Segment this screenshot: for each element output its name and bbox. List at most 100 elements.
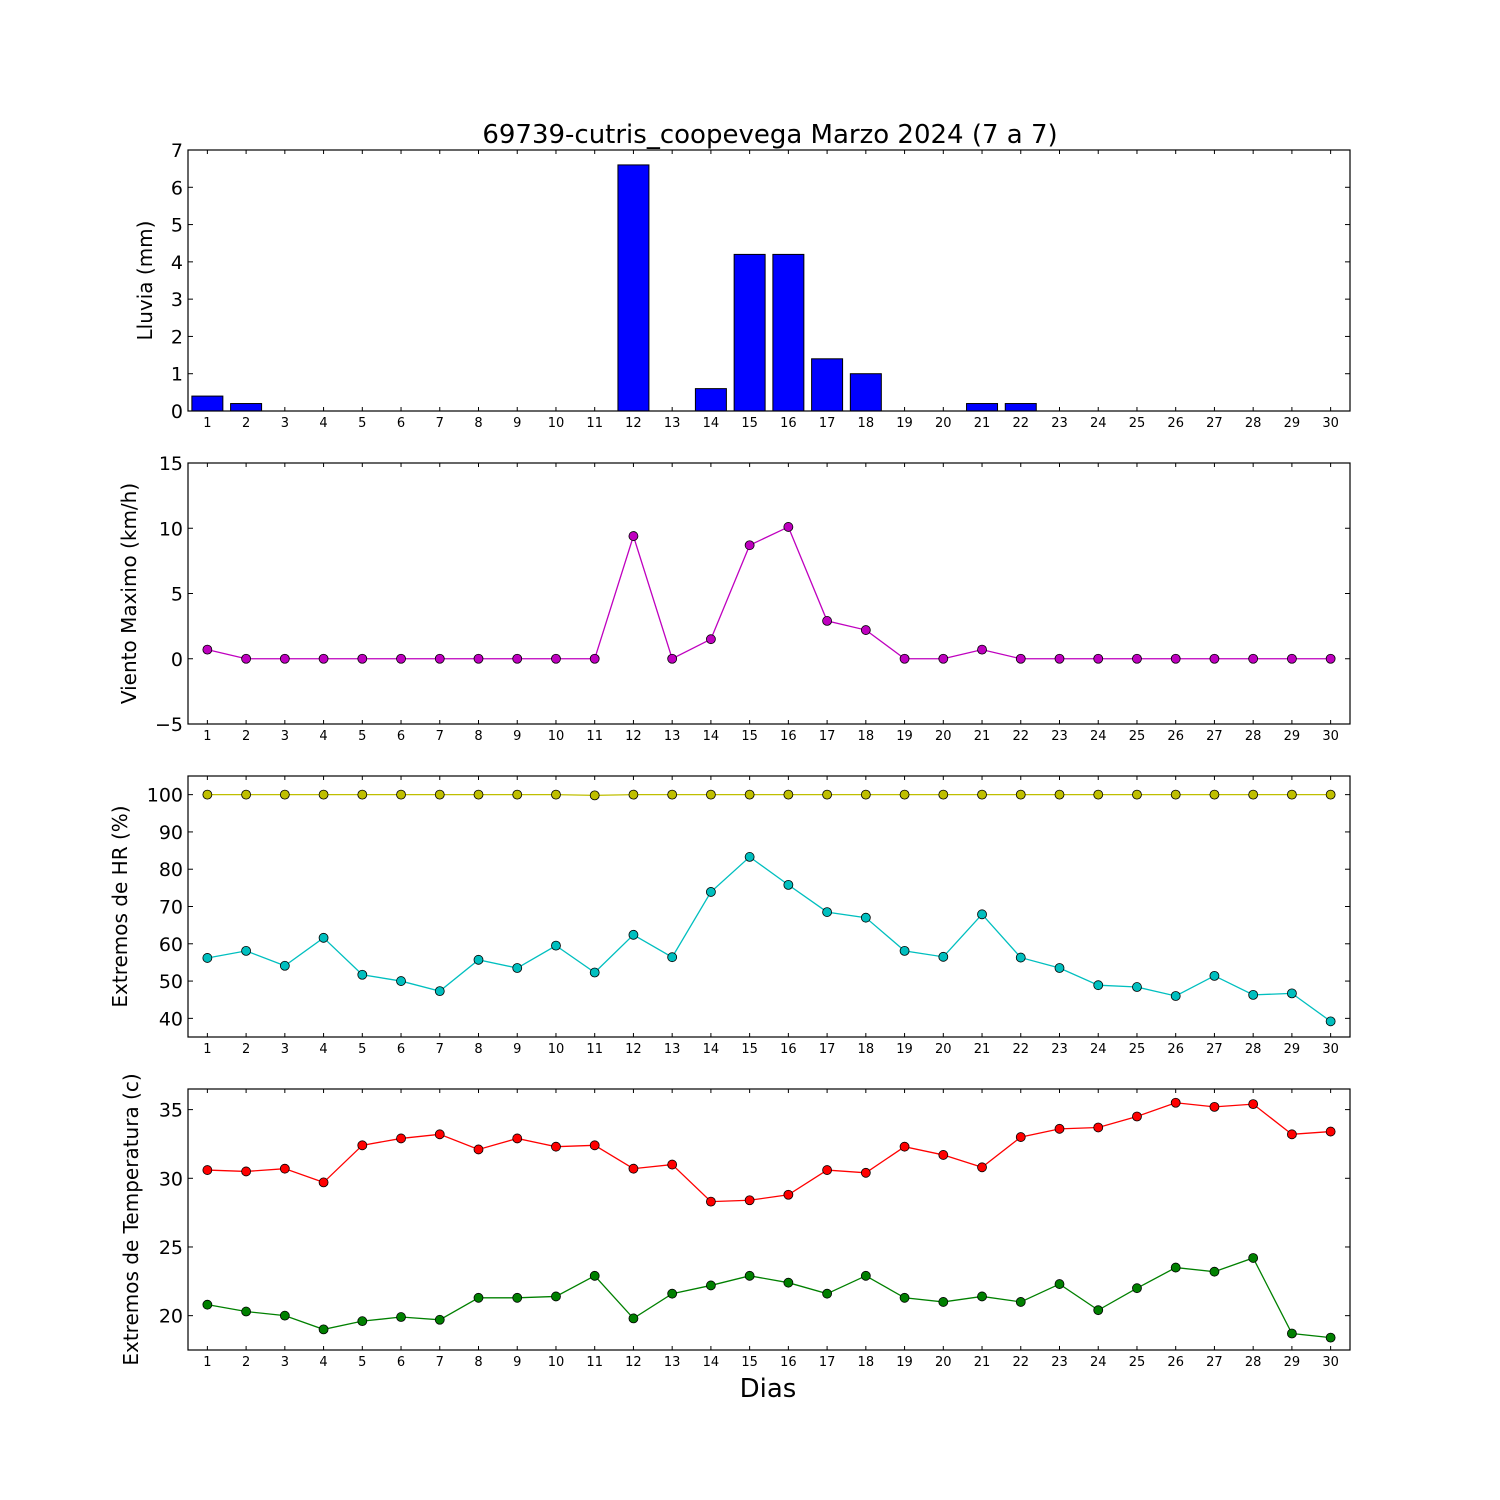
x-tick-label: 28 bbox=[1245, 1355, 1262, 1370]
data-point bbox=[1287, 653, 1297, 664]
x-tick-label: 22 bbox=[1012, 729, 1029, 744]
data-point bbox=[860, 1270, 871, 1281]
data-point bbox=[977, 909, 987, 920]
x-tick-label: 9 bbox=[513, 416, 521, 431]
data-point bbox=[512, 963, 523, 973]
x-tick-label: 13 bbox=[664, 1042, 681, 1057]
data-point bbox=[744, 1195, 755, 1206]
rain-bar bbox=[230, 403, 263, 412]
y-tick-label: 30 bbox=[159, 1168, 183, 1190]
data-point bbox=[279, 1163, 290, 1174]
x-tick-label: 23 bbox=[1051, 729, 1068, 744]
data-point bbox=[899, 1141, 910, 1152]
data-point bbox=[434, 789, 445, 800]
x-tick-label: 10 bbox=[548, 416, 565, 431]
x-tick-label: 23 bbox=[1051, 1042, 1068, 1057]
series-line-1 bbox=[207, 793, 1331, 797]
x-tick-label: 1 bbox=[203, 1042, 211, 1057]
data-point bbox=[1093, 789, 1104, 800]
x-tick-label: 8 bbox=[474, 1042, 482, 1057]
data-point bbox=[473, 954, 484, 965]
data-point bbox=[1132, 982, 1142, 992]
x-tick-label: 5 bbox=[358, 1042, 366, 1057]
y-tick-label: 2 bbox=[171, 326, 183, 348]
x-tick-label: 28 bbox=[1245, 416, 1262, 431]
y-tick-label: 6 bbox=[171, 177, 183, 199]
data-point bbox=[1170, 789, 1181, 800]
x-tick-label: 13 bbox=[664, 729, 681, 744]
rain-bar bbox=[966, 403, 999, 412]
x-tick-label: 18 bbox=[858, 1042, 875, 1057]
x-tick-label: 21 bbox=[974, 1042, 991, 1057]
x-tick-label: 4 bbox=[319, 1042, 327, 1057]
x-tick-label: 26 bbox=[1167, 416, 1184, 431]
data-point bbox=[551, 789, 561, 800]
y-tick-label: 60 bbox=[159, 934, 183, 956]
data-point bbox=[938, 789, 949, 800]
x-tick-label: 2 bbox=[242, 1042, 250, 1057]
x-tick-label: 6 bbox=[397, 729, 405, 744]
x-tick-label: 21 bbox=[974, 416, 991, 431]
data-point bbox=[899, 653, 910, 664]
data-point bbox=[202, 953, 213, 963]
rain-bar bbox=[1004, 403, 1037, 412]
plot-frame bbox=[187, 462, 1351, 725]
plot-frame bbox=[187, 149, 1351, 412]
x-tick-label: 27 bbox=[1206, 729, 1223, 744]
x-tick-label: 19 bbox=[896, 1355, 913, 1370]
data-point bbox=[1015, 1132, 1026, 1142]
x-axis-label: Dias bbox=[740, 1374, 797, 1404]
x-tick-label: 12 bbox=[625, 729, 642, 744]
data-point bbox=[551, 653, 561, 664]
x-tick-label: 7 bbox=[436, 729, 444, 744]
x-tick-label: 16 bbox=[780, 1042, 797, 1057]
x-tick-label: 25 bbox=[1129, 416, 1146, 431]
y-tick-label: 10 bbox=[159, 518, 183, 540]
data-point bbox=[241, 945, 252, 956]
x-tick-label: 22 bbox=[1012, 1355, 1029, 1370]
x-tick-label: 7 bbox=[436, 1355, 444, 1370]
x-tick-label: 18 bbox=[858, 729, 875, 744]
data-point bbox=[318, 789, 329, 800]
x-tick-label: 27 bbox=[1206, 1355, 1223, 1370]
data-point bbox=[667, 952, 678, 963]
data-point bbox=[1248, 989, 1259, 1000]
x-tick-label: 14 bbox=[703, 1355, 720, 1370]
x-tick-label: 13 bbox=[664, 416, 681, 431]
series-line-2 bbox=[207, 1257, 1331, 1339]
data-point bbox=[938, 653, 949, 664]
x-tick-label: 30 bbox=[1322, 1355, 1339, 1370]
x-tick-label: 6 bbox=[397, 1042, 405, 1057]
data-point bbox=[589, 653, 600, 664]
x-tick-label: 22 bbox=[1012, 1042, 1029, 1057]
y-tick-label: 1 bbox=[171, 364, 183, 386]
data-point bbox=[357, 789, 368, 800]
data-point bbox=[860, 1167, 871, 1178]
data-point bbox=[667, 1159, 678, 1170]
data-point bbox=[512, 789, 523, 800]
x-tick-label: 20 bbox=[935, 416, 952, 431]
data-point bbox=[628, 929, 639, 940]
chart-title: 69739-cutris_coopevega Marzo 2024 (7 a 7… bbox=[482, 120, 1057, 150]
data-point bbox=[1093, 653, 1104, 664]
x-tick-label: 15 bbox=[741, 1355, 758, 1370]
data-point bbox=[1248, 653, 1259, 664]
x-tick-label: 25 bbox=[1129, 729, 1146, 744]
data-point bbox=[977, 1291, 987, 1302]
data-point bbox=[1132, 1283, 1142, 1294]
data-point bbox=[1170, 653, 1181, 664]
rain-bar bbox=[811, 358, 844, 412]
y-tick-label: 5 bbox=[171, 215, 183, 237]
x-tick-label: 20 bbox=[935, 729, 952, 744]
data-point bbox=[822, 907, 832, 917]
data-point bbox=[434, 986, 445, 997]
data-point bbox=[706, 1280, 716, 1291]
rain-bar bbox=[849, 373, 882, 412]
data-point bbox=[667, 653, 678, 664]
y-tick-label: 20 bbox=[159, 1306, 183, 1328]
x-tick-label: 26 bbox=[1167, 1042, 1184, 1057]
x-tick-label: 1 bbox=[203, 729, 211, 744]
rain-bar bbox=[617, 164, 650, 412]
